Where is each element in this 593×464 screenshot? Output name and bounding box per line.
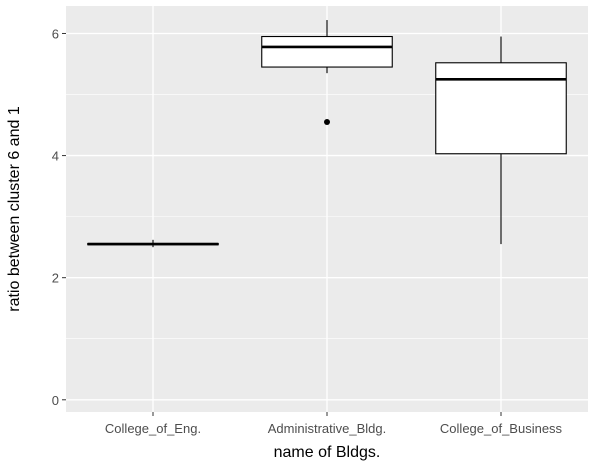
x-tick-label: College_of_Eng. <box>105 421 201 436</box>
box-college-of-eng <box>87 239 219 248</box>
box-marks <box>87 20 567 248</box>
box-administrative-bldg <box>261 20 393 125</box>
y-tick-label: 0 <box>52 393 59 408</box>
x-tick-label: Administrative_Bldg. <box>268 421 387 436</box>
x-tick-label: College_of_Business <box>440 421 563 436</box>
outlier-point <box>324 119 330 125</box>
x-axis-title: name of Bldgs. <box>274 444 381 461</box>
y-tick-label: 2 <box>52 271 59 286</box>
box-college-of-business <box>435 36 567 245</box>
y-tick-label: 4 <box>52 149 59 164</box>
y-tick-label: 6 <box>52 26 59 41</box>
axis-ticks: 0 2 4 6 College_of_Eng. Administrative_Bldg. C… <box>52 26 563 436</box>
y-axis-title: ratio between cluster 6 and 1 <box>6 106 23 312</box>
box-iqr <box>435 62 567 155</box>
box-iqr <box>261 35 393 68</box>
